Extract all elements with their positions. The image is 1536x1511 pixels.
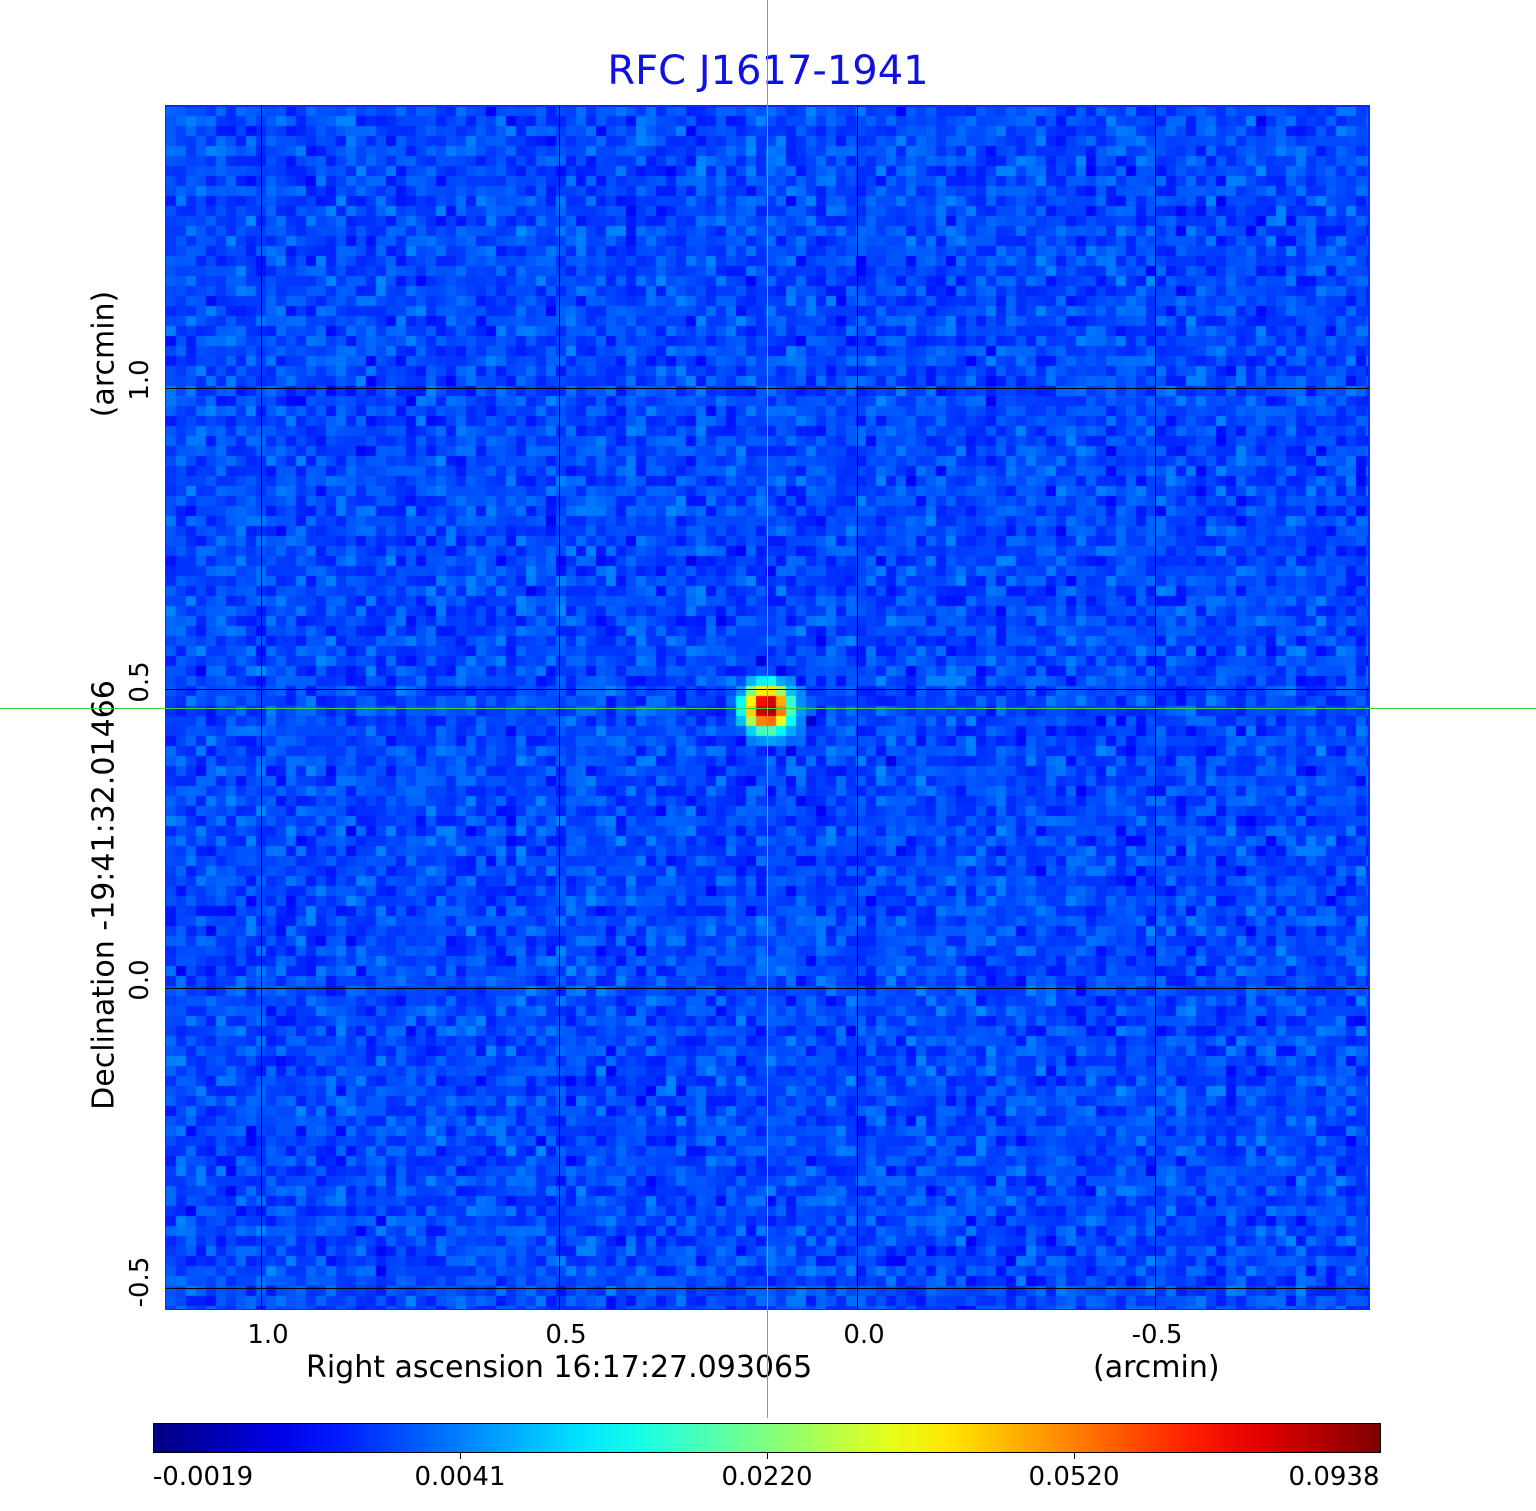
grid-line-x-1.0 <box>261 106 262 1309</box>
x-axis-unit: (arcmin) <box>1093 1350 1220 1385</box>
colorbar-tick-label: -0.0019 <box>152 1462 254 1492</box>
grid-line-x-0.0 <box>857 106 858 1309</box>
x-tick-label: 0.0 <box>843 1320 885 1350</box>
colorbar-tick-label: 0.0520 <box>1028 1462 1120 1492</box>
crosshair-horizontal <box>0 708 1536 709</box>
y-tick-label: 1.0 <box>125 359 155 401</box>
chart-title: RFC J1617-1941 <box>607 48 929 94</box>
colorbar-tick <box>1074 1453 1075 1459</box>
x-tick-label: -0.5 <box>1131 1320 1183 1350</box>
x-tick-label: 0.5 <box>545 1320 587 1350</box>
y-tick-label: 0.5 <box>125 661 155 703</box>
y-tick-label: -0.5 <box>125 1256 155 1308</box>
colorbar <box>153 1423 1381 1453</box>
y-axis-unit: (arcmin) <box>86 290 122 418</box>
grid-line-x--0.5 <box>1155 106 1156 1309</box>
colorbar-tick <box>460 1453 461 1459</box>
colorbar-tick-label: 0.0220 <box>721 1462 813 1492</box>
y-tick-label: 0.0 <box>125 959 155 1001</box>
colorbar-tick <box>767 1453 768 1459</box>
y-axis-label: Declination -19:41:32.01466 <box>86 680 122 1110</box>
grid-line-x-0.5 <box>559 106 560 1309</box>
crosshair-vertical <box>767 0 768 1418</box>
x-tick-label: 1.0 <box>247 1320 289 1350</box>
colorbar-tick-label: 0.0938 <box>1288 1462 1380 1492</box>
colorbar-tick-label: 0.0041 <box>414 1462 506 1492</box>
x-axis-label: Right ascension 16:17:27.093065 <box>306 1350 813 1385</box>
